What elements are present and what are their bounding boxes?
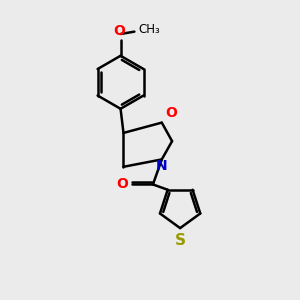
Text: CH₃: CH₃ bbox=[138, 23, 160, 36]
Text: O: O bbox=[113, 24, 125, 38]
Text: O: O bbox=[165, 106, 177, 120]
Text: O: O bbox=[116, 178, 128, 191]
Text: N: N bbox=[155, 159, 167, 173]
Text: S: S bbox=[175, 233, 186, 248]
